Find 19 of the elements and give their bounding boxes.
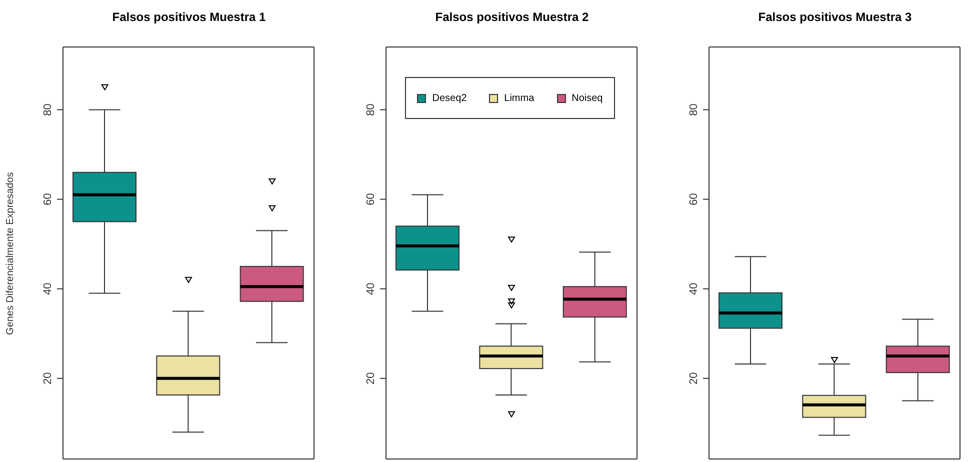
- y-tick-label: 80: [688, 104, 700, 116]
- y-tick-label: 40: [42, 282, 54, 295]
- y-tick-label: 20: [42, 372, 54, 385]
- y-tick-label: 20: [365, 372, 377, 385]
- legend-label: Deseq2: [432, 92, 467, 104]
- y-axis-title: Genes Diferencialmente Expresados: [4, 172, 16, 334]
- y-tick-label: 40: [365, 282, 377, 295]
- y-tick-label: 40: [688, 282, 700, 295]
- chart-title: Falsos positivos Muestra 2: [434, 10, 590, 24]
- chart-title: Falsos positivos Muestra 3: [757, 10, 913, 24]
- y-tick-label: 60: [688, 193, 700, 206]
- y-tick-label: 60: [365, 193, 377, 206]
- chart-title: Falsos positivos Muestra 1: [111, 10, 267, 24]
- y-tick-label: 80: [365, 104, 377, 116]
- legend-label: Limma: [504, 92, 534, 104]
- y-tick-label: 20: [688, 372, 700, 385]
- legend-label: Noiseq: [572, 92, 603, 104]
- y-tick-label: 60: [42, 193, 54, 206]
- y-tick-label: 80: [42, 104, 54, 116]
